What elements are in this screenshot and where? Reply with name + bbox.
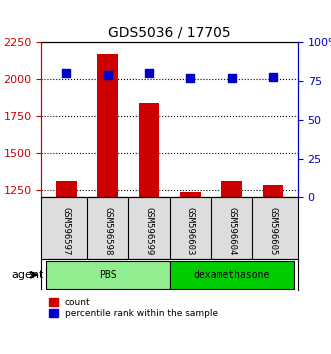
- FancyBboxPatch shape: [170, 261, 294, 289]
- Text: GSM596603: GSM596603: [186, 207, 195, 255]
- Bar: [263, 185, 283, 354]
- Bar: [139, 103, 159, 354]
- Text: agent: agent: [11, 270, 43, 280]
- Title: GDS5036 / 17705: GDS5036 / 17705: [108, 26, 231, 40]
- Point: [270, 74, 276, 79]
- Text: dexamethasone: dexamethasone: [194, 270, 270, 280]
- Text: GSM596597: GSM596597: [62, 207, 71, 255]
- Point: [64, 70, 69, 76]
- Legend: count, percentile rank within the sample: count, percentile rank within the sample: [46, 295, 221, 321]
- Text: GSM596604: GSM596604: [227, 207, 236, 255]
- Bar: [97, 54, 118, 354]
- Text: GSM596599: GSM596599: [144, 207, 154, 255]
- Text: GSM596605: GSM596605: [268, 207, 278, 255]
- Bar: [56, 181, 76, 354]
- Text: PBS: PBS: [99, 270, 117, 280]
- Point: [188, 75, 193, 81]
- Bar: [221, 181, 242, 354]
- Point: [105, 72, 110, 78]
- FancyBboxPatch shape: [45, 261, 170, 289]
- Text: GSM596598: GSM596598: [103, 207, 112, 255]
- Point: [229, 75, 234, 81]
- Point: [146, 70, 152, 76]
- Bar: [180, 192, 201, 354]
